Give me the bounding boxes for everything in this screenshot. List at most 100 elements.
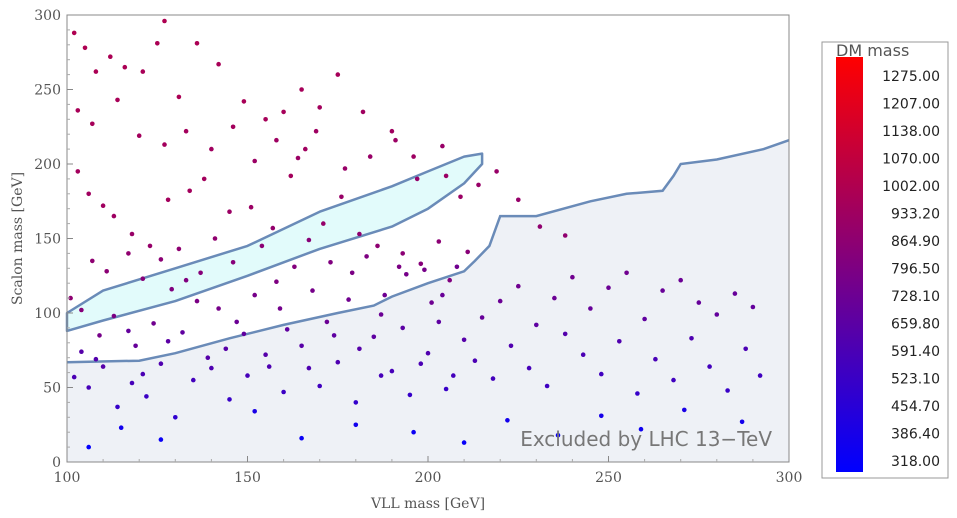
- data-point: [599, 371, 604, 377]
- data-point: [714, 312, 720, 317]
- data-point: [454, 264, 460, 270]
- data-point: [414, 176, 420, 182]
- data-point: [209, 146, 214, 152]
- data-point: [378, 312, 384, 317]
- data-point: [353, 422, 359, 428]
- data-point: [173, 415, 178, 420]
- data-point: [252, 158, 257, 164]
- data-point: [299, 343, 304, 349]
- data-point: [79, 349, 84, 355]
- data-point: [725, 388, 730, 393]
- data-point: [71, 30, 77, 36]
- data-point: [115, 97, 120, 103]
- data-point: [234, 319, 239, 325]
- data-point: [678, 277, 683, 283]
- data-point: [497, 298, 503, 304]
- data-point: [642, 316, 647, 322]
- data-point: [90, 121, 95, 127]
- data-point: [90, 258, 95, 264]
- data-point: [198, 270, 203, 276]
- scatter-points: [68, 18, 763, 450]
- data-point: [93, 356, 99, 362]
- data-point: [205, 355, 211, 361]
- data-point: [505, 418, 510, 423]
- colorbar-legend: DM mass 1275.00 1207.00 1138.00 1070.00 1002…: [821, 41, 949, 479]
- data-point: [346, 297, 351, 302]
- excluded-region-boundary: [66, 139, 790, 364]
- data-point: [544, 383, 550, 389]
- data-point: [227, 397, 232, 402]
- data-point: [588, 306, 593, 311]
- data-point: [534, 322, 539, 328]
- colorbar-label: 1138.00: [882, 124, 940, 140]
- colorbar-label: 386.40: [891, 427, 940, 443]
- data-point: [201, 176, 207, 182]
- data-point: [118, 425, 124, 431]
- data-point: [617, 339, 622, 344]
- colorbar-label: 864.90: [891, 234, 940, 250]
- data-point: [230, 260, 236, 265]
- data-point: [451, 373, 456, 378]
- data-point: [71, 374, 77, 380]
- data-point: [191, 377, 196, 383]
- data-point: [176, 246, 182, 252]
- y-tick-label: 200: [34, 157, 61, 173]
- data-point: [313, 128, 319, 134]
- data-point: [353, 400, 359, 405]
- data-point: [75, 108, 81, 113]
- data-point: [696, 300, 702, 305]
- colorbar-labels: 1275.00 1207.00 1138.00 1070.00 1002.00 933.2…: [882, 69, 940, 470]
- data-point: [209, 365, 214, 371]
- data-point: [436, 239, 442, 244]
- y-tick-label: 50: [43, 381, 61, 397]
- data-point: [147, 243, 153, 249]
- data-point: [295, 155, 301, 161]
- data-point: [140, 69, 146, 74]
- data-point: [447, 277, 453, 283]
- data-point: [321, 221, 326, 226]
- data-point: [400, 325, 406, 331]
- data-point: [411, 429, 416, 435]
- data-point: [378, 373, 384, 378]
- data-point: [223, 346, 229, 352]
- data-point: [86, 385, 91, 390]
- data-point: [303, 146, 308, 152]
- data-point: [108, 54, 113, 59]
- data-point: [638, 426, 644, 432]
- data-point: [335, 359, 341, 365]
- data-point: [299, 435, 304, 441]
- data-point: [689, 336, 694, 341]
- data-point: [180, 330, 185, 335]
- data-point: [284, 327, 290, 332]
- data-point: [516, 197, 521, 203]
- data-point: [241, 331, 247, 337]
- data-point: [227, 209, 232, 214]
- data-point: [653, 356, 658, 362]
- data-point: [407, 392, 413, 398]
- data-point: [606, 285, 611, 291]
- colorbar-label: 318.00: [891, 454, 940, 470]
- colorbar-label: 1002.00: [882, 179, 940, 195]
- colorbar-title: DM mass: [836, 41, 909, 60]
- data-point: [263, 117, 268, 122]
- data-point: [144, 394, 149, 399]
- data-point: [461, 337, 467, 343]
- data-point: [331, 333, 337, 338]
- data-point: [115, 404, 120, 410]
- data-point: [252, 292, 257, 298]
- data-point: [411, 154, 416, 159]
- data-point: [552, 295, 557, 301]
- y-tick-label: 100: [34, 306, 61, 322]
- data-point: [97, 333, 102, 338]
- data-point: [389, 128, 395, 134]
- data-point: [248, 204, 254, 210]
- x-axis-ticks: 100 150 200 250 300: [54, 456, 802, 486]
- data-point: [732, 291, 738, 296]
- colorbar-label: 796.50: [891, 262, 940, 278]
- excluded-region: [66, 139, 790, 462]
- data-point: [425, 350, 431, 356]
- data-point: [126, 328, 131, 334]
- data-point: [86, 444, 91, 450]
- data-point: [93, 69, 99, 74]
- data-point: [270, 225, 276, 231]
